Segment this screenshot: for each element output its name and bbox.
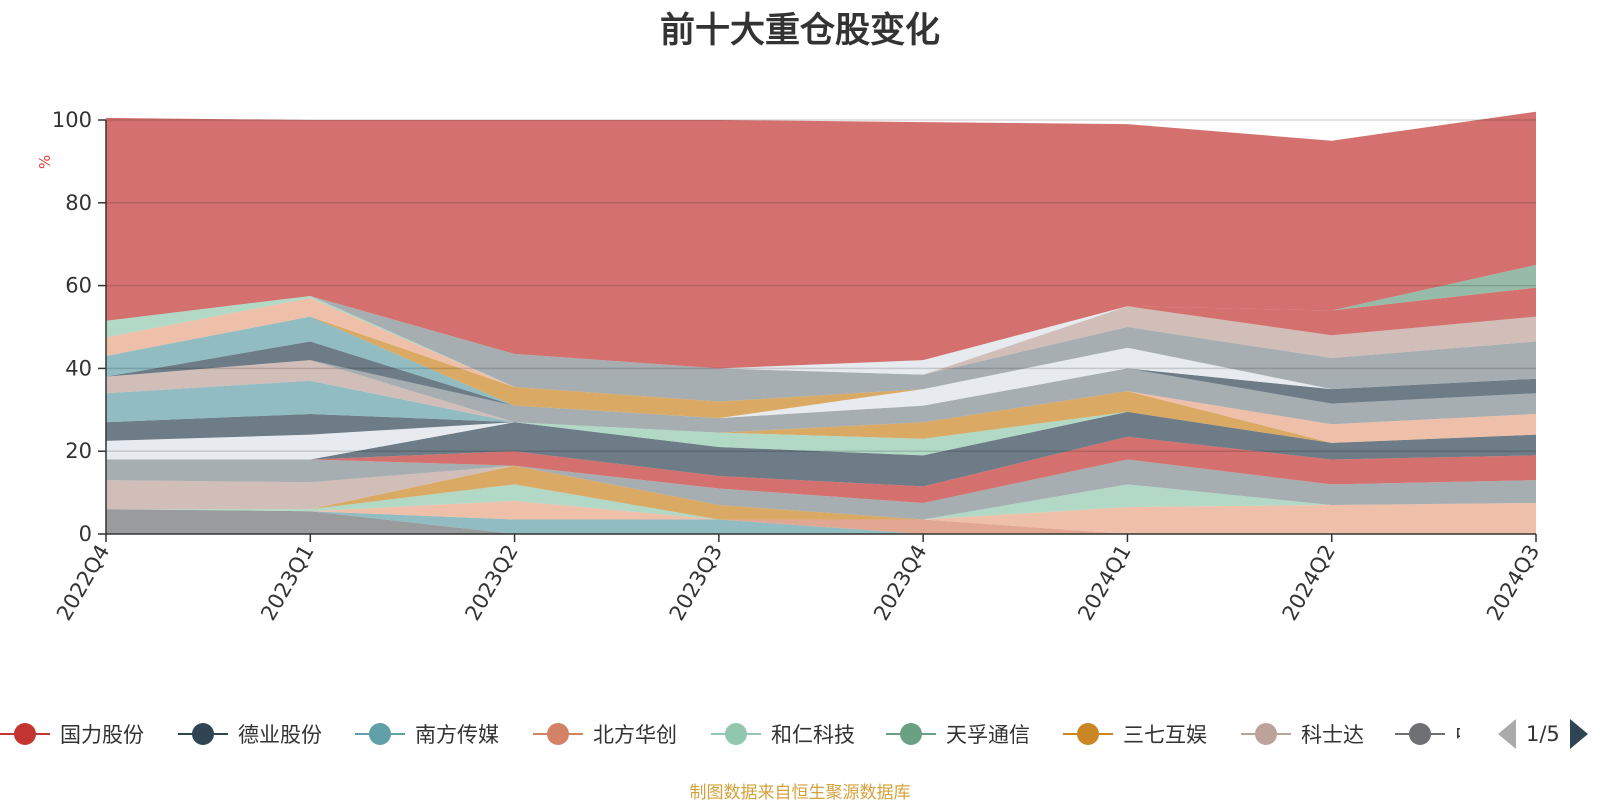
area-band-7 (106, 459, 1536, 520)
area-band-5 (106, 465, 1536, 520)
legend-label: 和仁科技 (771, 723, 855, 747)
legend: 国力股份 德业股份 南方传媒 北方华创 和仁科技 天孚通信 三七互娱 科士达 中衍 (0, 716, 1460, 752)
legend-item[interactable]: 南方传媒 (355, 716, 499, 752)
x-tick-label: 2023Q1 (256, 541, 318, 625)
y-tick-label: 80 (65, 191, 92, 215)
legend-item[interactable]: 三七互娱 (1063, 716, 1207, 752)
chart-title: 前十大重仓股变化 (659, 11, 940, 51)
legend-marker-icon (355, 719, 405, 749)
area-band-1 (106, 509, 1536, 534)
legend-item[interactable]: 天孚通信 (886, 716, 1030, 752)
area-band-13 (106, 380, 1536, 456)
legend-marker-icon (1395, 719, 1445, 749)
legend-marker-icon (1063, 719, 1113, 749)
x-tick-label: 2024Q3 (1482, 541, 1544, 625)
grid-lines (106, 119, 1536, 452)
area-band-15 (106, 380, 1536, 443)
source-note: 制图数据来自恒生聚源数据库 (689, 783, 911, 803)
legend-marker-icon (1241, 719, 1291, 749)
x-tick-label: 2023Q3 (665, 541, 727, 625)
legend-label: 科士达 (1301, 723, 1364, 747)
legend-next-page-icon[interactable] (1569, 719, 1588, 749)
legend-item[interactable]: 中衍 (1395, 716, 1460, 752)
area-band-11 (106, 411, 1536, 456)
legend-label: 中衍 (1455, 719, 1460, 749)
x-tick-label: 2024Q2 (1278, 541, 1340, 625)
area-band-10 (106, 411, 1536, 460)
y-tick-label: 20 (65, 439, 92, 463)
area-band-16 (106, 360, 1536, 433)
legend-label: 国力股份 (60, 723, 144, 747)
legend-item[interactable]: 科士达 (1241, 716, 1364, 752)
area-band-14 (106, 380, 1536, 443)
legend-marker-icon (533, 719, 583, 749)
area-band-4 (106, 484, 1536, 520)
area-band-18 (106, 360, 1536, 419)
area-band-22 (106, 316, 1536, 419)
y-tick-label: 100 (52, 108, 92, 132)
legend-label: 南方传媒 (415, 723, 499, 747)
area-band-19 (106, 347, 1536, 419)
legend-item[interactable]: 北方华创 (533, 716, 677, 752)
area-band-24 (106, 295, 1536, 402)
area-band-17 (106, 360, 1536, 433)
legend-label: 德业股份 (238, 723, 322, 747)
legend-label: 北方华创 (593, 723, 677, 747)
x-tick-label: 2023Q2 (460, 541, 522, 625)
legend-item[interactable]: 国力股份 (0, 716, 144, 752)
x-axis-ticks: 2022Q4 2023Q1 2023Q2 2023Q3 2023Q4 2024Q1 2024… (52, 534, 1544, 625)
y-axis-ticks: 0 20 40 60 80 100 (52, 108, 106, 546)
legend-marker-icon (178, 719, 228, 749)
legend-marker-icon (0, 719, 50, 749)
area-band-25 (106, 295, 1536, 402)
legend-page-indicator: 1/5 (1526, 722, 1560, 746)
legend-prev-page-icon[interactable] (1498, 719, 1516, 749)
area-band-0 (106, 509, 1536, 534)
legend-marker-icon (711, 719, 761, 749)
y-tick-label: 60 (65, 274, 92, 298)
area-band-26 (106, 295, 1536, 375)
x-tick-label: 2022Q4 (52, 541, 114, 625)
legend-item[interactable]: 和仁科技 (711, 716, 855, 752)
legend-pager: 1/5 (1498, 716, 1600, 752)
x-tick-label: 2023Q4 (869, 541, 931, 625)
y-axis-unit-label: % (36, 155, 54, 169)
area-band-27 (106, 287, 1536, 375)
area-band-2 (106, 509, 1536, 534)
area-band-12 (106, 380, 1536, 456)
area-band-9 (106, 411, 1536, 487)
legend-marker-icon (886, 719, 936, 749)
axes (105, 120, 1536, 535)
y-tick-label: 0 (79, 522, 92, 546)
legend-label: 三七互娱 (1123, 723, 1207, 747)
legend-item[interactable]: 德业股份 (178, 716, 322, 752)
area-band-30 (106, 111, 1536, 369)
area-series (106, 111, 1536, 534)
x-tick-label: 2024Q1 (1073, 541, 1135, 625)
area-band-8 (106, 436, 1536, 503)
y-tick-label: 40 (65, 356, 92, 380)
area-band-3 (106, 500, 1536, 534)
legend-label: 天孚通信 (946, 723, 1030, 747)
